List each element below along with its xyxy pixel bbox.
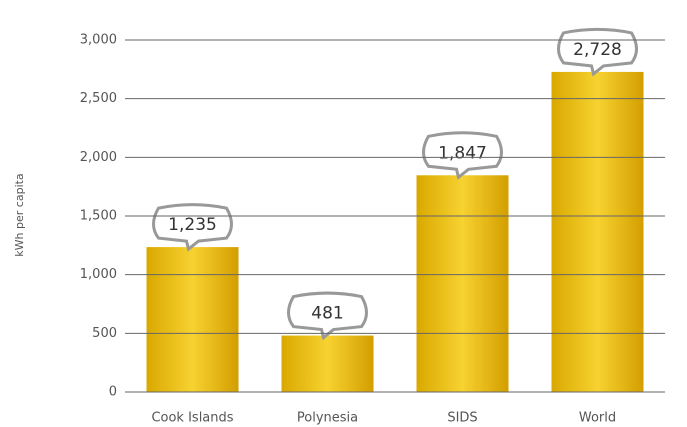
x-tick-label: World (579, 411, 616, 426)
y-tick-label: 500 (92, 326, 117, 341)
bar (551, 71, 644, 392)
value-label: 481 (311, 304, 343, 324)
x-tick-label: SIDS (447, 411, 477, 426)
y-tick-label: 1,000 (80, 267, 117, 282)
callout (287, 291, 368, 341)
callout (557, 27, 638, 77)
y-tick-label: 1,500 (80, 209, 117, 224)
x-tick-label: Polynesia (297, 411, 358, 426)
bar (281, 335, 374, 392)
y-tick-label: 0 (109, 385, 117, 400)
value-label: 1,235 (168, 215, 217, 235)
y-tick-label: 2,500 (80, 91, 117, 106)
y-tick-label: 2,000 (80, 150, 117, 165)
y-tick-label: 3,000 (80, 33, 117, 48)
bar (146, 247, 239, 392)
y-axis-title: kWh per capita (13, 173, 26, 256)
value-label: 2,728 (573, 40, 622, 60)
x-tick-label: Cook Islands (151, 411, 233, 426)
bar (416, 175, 509, 392)
value-label: 1,847 (438, 143, 487, 163)
